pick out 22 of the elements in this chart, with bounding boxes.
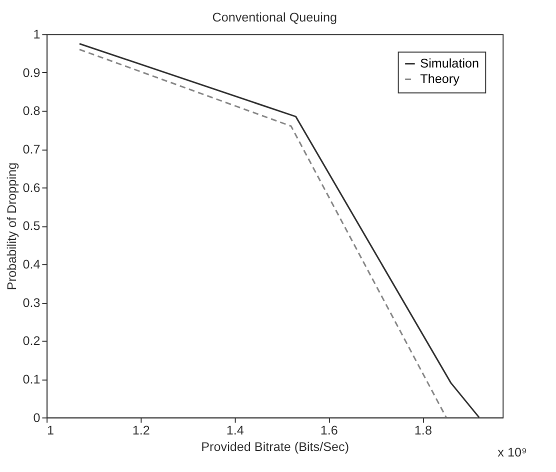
legend-label: Simulation — [420, 56, 480, 71]
chart-title: Conventional Queuing — [212, 10, 337, 25]
x-tick-label: 1.6 — [320, 423, 338, 438]
y-tick-label: 0.8 — [22, 104, 40, 118]
y-tick-label: 0.9 — [22, 66, 40, 80]
x-tick-label: 1.2 — [132, 423, 150, 438]
legend-label: Theory — [420, 72, 460, 86]
y-tick-label: 0.4 — [22, 257, 40, 272]
y-tick-label: 0.7 — [22, 142, 40, 157]
y-tick-label: 1 — [33, 28, 40, 42]
text: x 10⁹ — [498, 445, 527, 460]
x-tick-label: 1.8 — [414, 423, 432, 438]
y-tick-label: 0.2 — [22, 334, 40, 348]
y-axis-title: Probability of Dropping — [4, 162, 19, 290]
x-tick-label: 1 — [47, 423, 54, 438]
y-tick-label: 0.3 — [22, 296, 40, 310]
y-tick-label: 0 — [33, 410, 40, 425]
y-tick-label: 0.5 — [22, 219, 40, 234]
y-tick-label: 0.6 — [22, 180, 40, 195]
x-axis-title: Provided Bitrate (Bits/Sec) — [201, 440, 350, 454]
y-tick-label: 0.1 — [22, 372, 40, 386]
x-tick-label: 1.4 — [226, 423, 244, 438]
